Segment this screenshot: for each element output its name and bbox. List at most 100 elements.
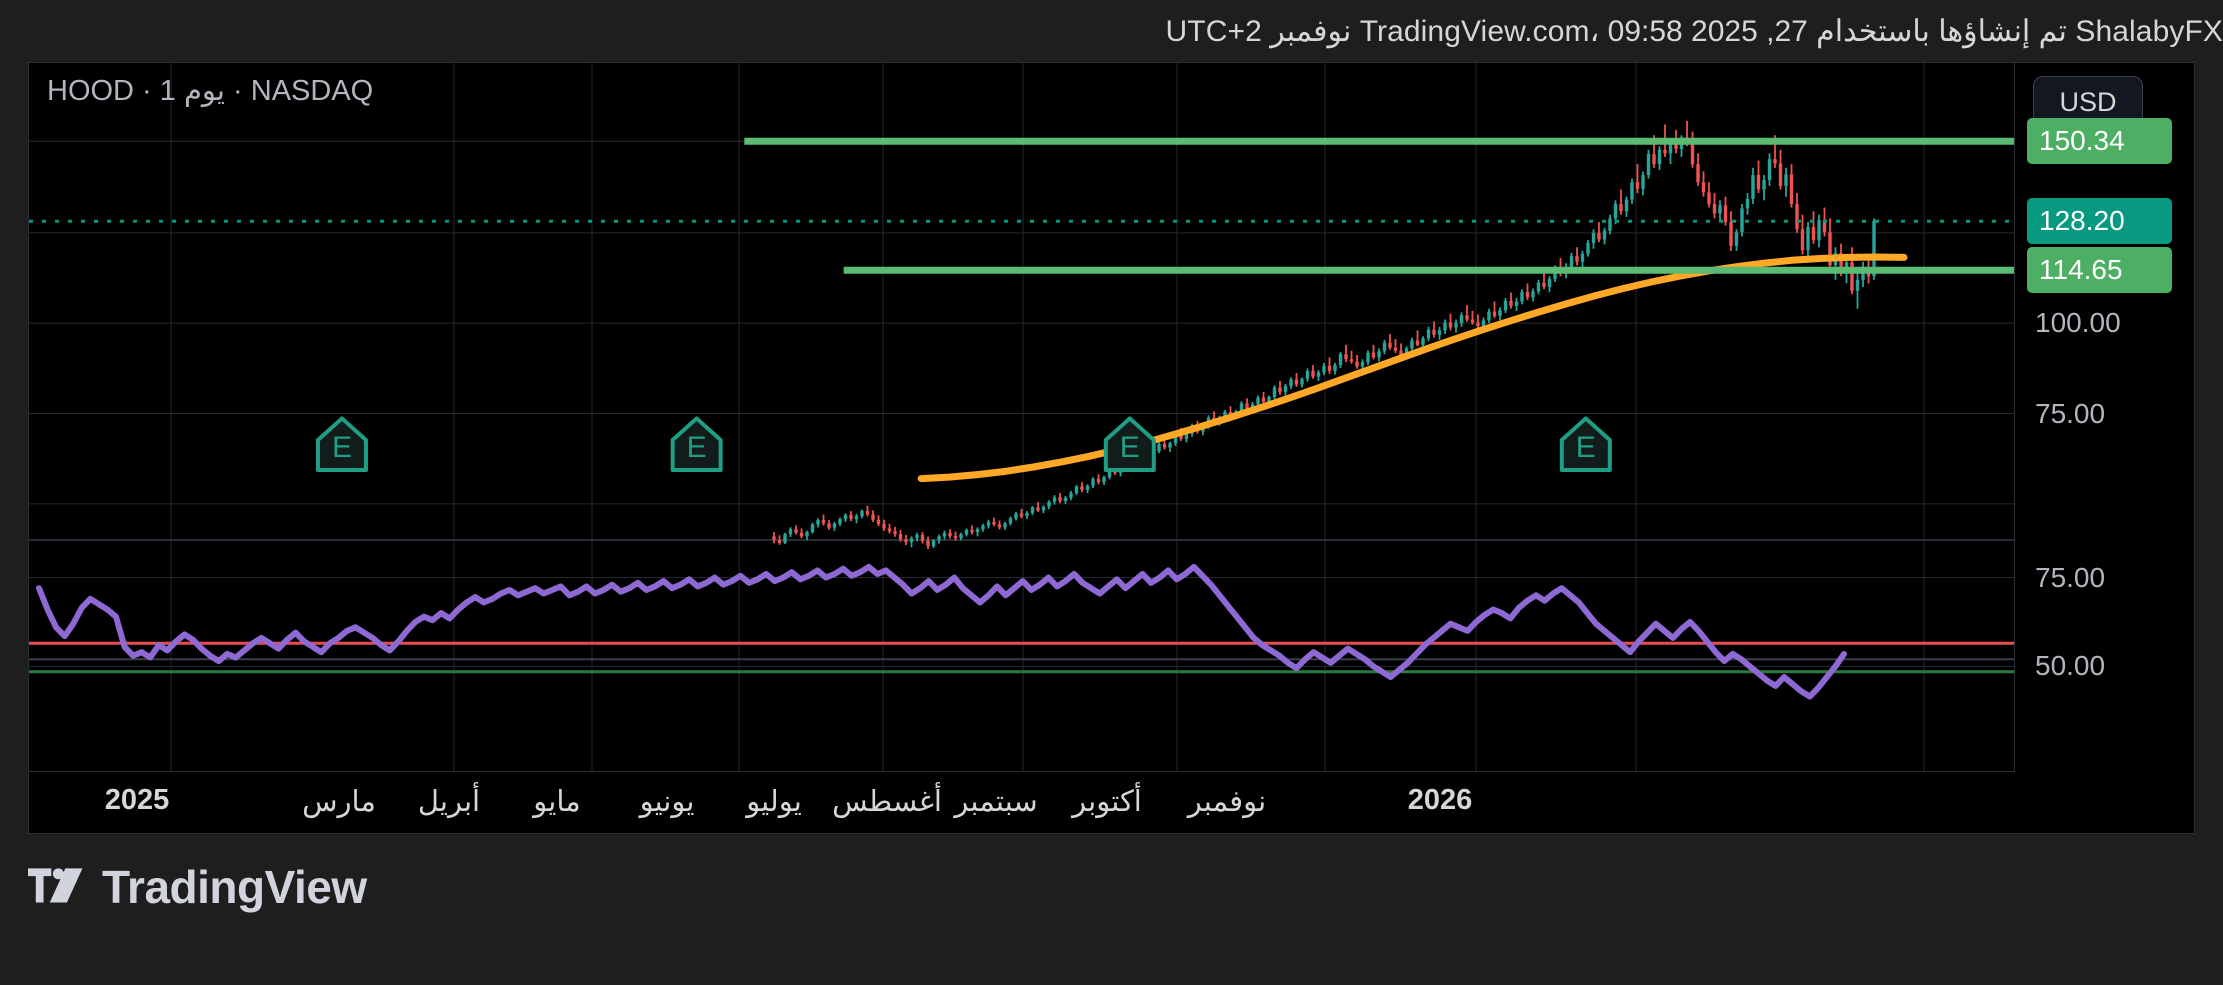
- time-axis-month-label: سبتمبر: [954, 786, 1038, 818]
- time-axis-month-label: أبريل: [417, 786, 481, 818]
- time-axis-month-label: مايو: [533, 786, 581, 818]
- candle-body: [1063, 497, 1068, 501]
- candle-body: [1663, 149, 1667, 154]
- candle-body: [1377, 351, 1381, 358]
- candle-body: [1729, 222, 1733, 246]
- time-axis-year-label: 2026: [1407, 784, 1473, 816]
- candle-body: [1437, 330, 1442, 335]
- candle-body: [1091, 478, 1095, 486]
- tradingview-logo-icon: [28, 868, 83, 903]
- earnings-marker-shape: [670, 416, 723, 473]
- price-axis-tag[interactable]: 114.65: [2027, 247, 2172, 294]
- price-axis-tick: 100.00: [2035, 307, 2121, 339]
- candle-body: [1245, 403, 1249, 410]
- earnings-marker[interactable]: E: [315, 416, 368, 473]
- candle-body: [1074, 486, 1079, 494]
- earnings-marker-shape: [315, 416, 368, 473]
- candle-body: [1800, 229, 1805, 251]
- candle-body: [1652, 154, 1656, 165]
- price-axis-tick: 75.00: [2035, 397, 2106, 429]
- candle-body: [777, 540, 782, 543]
- candle-body: [1179, 435, 1183, 439]
- candle-body: [871, 514, 875, 520]
- candle-body: [1432, 329, 1436, 335]
- candle-body: [860, 511, 864, 517]
- candle-body: [1613, 203, 1618, 219]
- candle-body: [1349, 359, 1354, 362]
- candle-body: [1355, 361, 1359, 367]
- candle-body: [1795, 203, 1799, 230]
- candle-body: [1674, 142, 1678, 150]
- candle-body: [1751, 175, 1755, 199]
- candle-body: [1102, 477, 1106, 483]
- candle-body: [1580, 253, 1585, 262]
- candle-body: [1481, 320, 1486, 327]
- candle-body: [1465, 315, 1469, 320]
- candle-body: [1740, 208, 1744, 233]
- candle-body: [887, 528, 892, 532]
- candle-body: [1080, 486, 1084, 490]
- candle-body: [772, 536, 776, 540]
- time-axis[interactable]: 2025 مارس أبريل مايو يونيو يوليو أغسطس سبتمبر أك…: [28, 772, 2195, 834]
- candle-body: [1168, 443, 1172, 448]
- candle-body: [1014, 513, 1018, 519]
- candle-body: [959, 534, 963, 539]
- candle-body: [997, 524, 1002, 528]
- candle-body: [1256, 397, 1260, 405]
- candle-body: [1817, 219, 1821, 241]
- time-axis-month-label: أكتوبر: [1072, 786, 1142, 818]
- earnings-marker-shape: [1103, 416, 1156, 473]
- candle-body: [1712, 203, 1717, 214]
- candle-body: [1811, 227, 1816, 241]
- candle-body: [1591, 232, 1596, 243]
- candle-body: [865, 511, 870, 515]
- price-axis[interactable]: USD 150.34 128.20 114.65 100.00 75.00 75.00 50…: [2014, 63, 2194, 773]
- rsi-axis-tick: 50.00: [2035, 650, 2106, 682]
- candle-body: [832, 523, 837, 528]
- rsi-axis-tick: 75.00: [2035, 561, 2106, 593]
- candle-body: [827, 523, 831, 528]
- candle-body: [1300, 378, 1304, 385]
- candle-body: [1052, 497, 1057, 502]
- candle-body: [1003, 523, 1007, 528]
- candle-body: [1069, 493, 1073, 498]
- candle-body: [1008, 518, 1013, 524]
- candle-body: [1459, 315, 1464, 324]
- candle-body: [1223, 412, 1227, 418]
- candle-body: [1371, 352, 1376, 358]
- candle-body: [948, 532, 952, 537]
- candle-body: [849, 515, 853, 520]
- candle-body: [1443, 322, 1447, 331]
- candle-body: [1492, 311, 1497, 316]
- candle-body: [1525, 292, 1530, 298]
- candle-body: [1872, 221, 1876, 277]
- candle-body: [1619, 203, 1623, 212]
- candle-body: [810, 524, 815, 533]
- candle-body: [937, 536, 941, 541]
- earnings-marker[interactable]: E: [670, 416, 723, 473]
- candle-body: [1294, 379, 1299, 385]
- price-axis-tag[interactable]: 150.34: [2027, 118, 2172, 165]
- candle-body: [915, 534, 919, 539]
- candle-body: [1311, 370, 1315, 377]
- candle-body: [1773, 159, 1777, 164]
- rsi-line: [36, 563, 1847, 700]
- candle-body: [893, 531, 897, 535]
- earnings-marker[interactable]: E: [1559, 416, 1612, 473]
- candle-body: [1520, 292, 1524, 302]
- candle-body: [783, 534, 787, 543]
- candle-body: [953, 536, 958, 539]
- candle-body: [1597, 232, 1601, 240]
- header-bar: ShalabyFX تم إنشاؤها باستخدام TradingVie…: [0, 0, 2223, 62]
- price-axis-tag[interactable]: 128.20: [2027, 198, 2172, 245]
- earnings-marker[interactable]: E: [1103, 416, 1156, 473]
- candle-body: [1855, 279, 1860, 291]
- candle-body: [1668, 142, 1673, 154]
- candle-body: [1157, 443, 1161, 452]
- candle-body: [1278, 387, 1282, 392]
- candle-body: [904, 539, 908, 543]
- candle-body: [1272, 387, 1277, 397]
